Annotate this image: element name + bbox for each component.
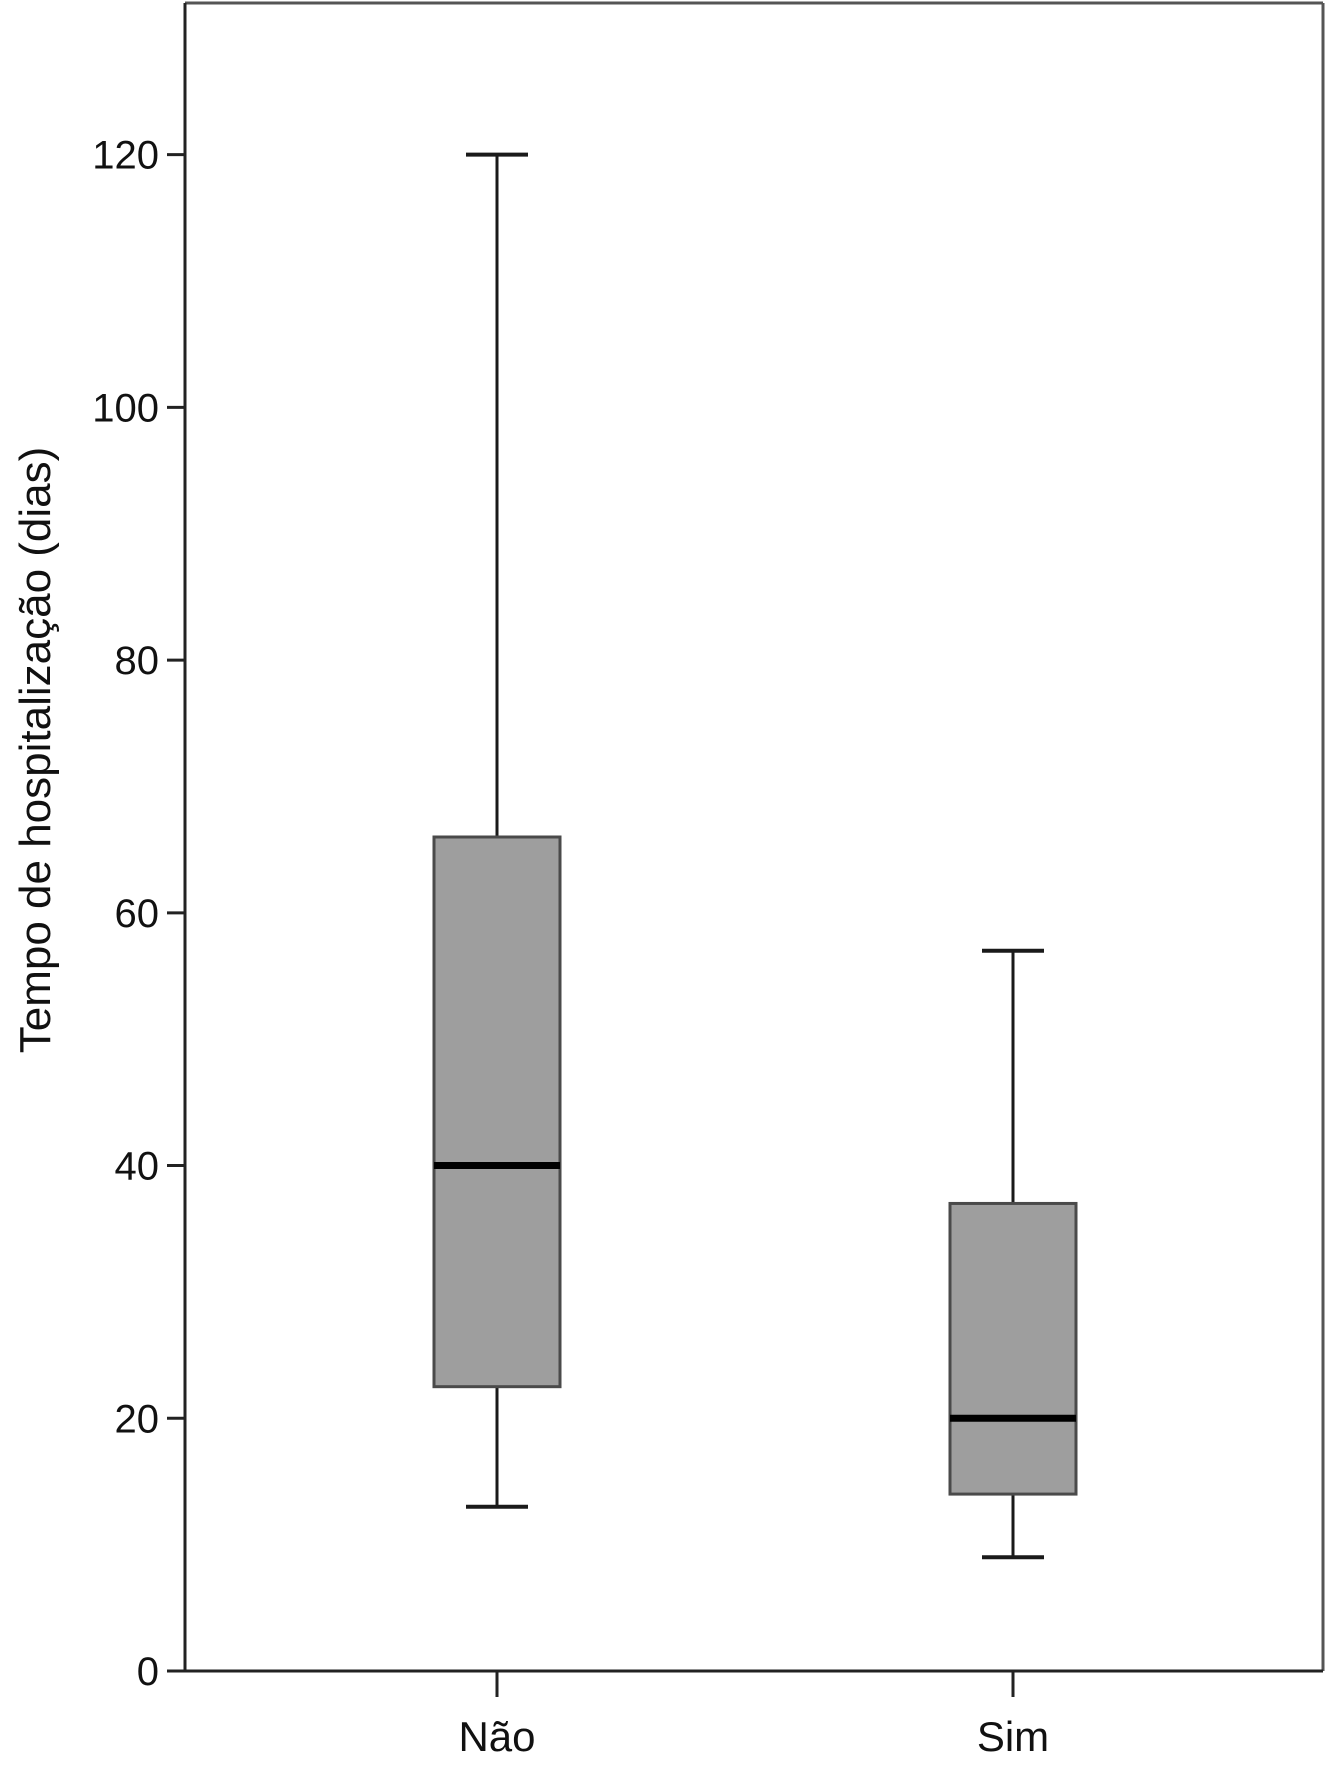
x-category-label: Não	[458, 1713, 535, 1760]
axes-layer: 0 20 40 60 80 100 120 Não Sim	[92, 3, 1323, 1760]
y-axis-title: Tempo de hospitalização (dias)	[11, 447, 60, 1054]
iqr-box	[432, 835, 562, 1389]
y-tick-label: 40	[115, 1145, 160, 1189]
box-group	[432, 152, 562, 1509]
y-tick-label: 0	[137, 1650, 159, 1694]
y-tick-label: 80	[115, 639, 160, 683]
y-tick-label: 120	[92, 134, 159, 178]
boxes-layer	[432, 152, 1078, 1560]
iqr-box	[948, 1201, 1078, 1496]
x-category-label: Sim	[977, 1713, 1049, 1760]
box-group	[948, 948, 1078, 1560]
y-tick-label: 60	[115, 892, 160, 936]
y-tick-label: 20	[115, 1397, 160, 1441]
y-tick-label: 100	[92, 386, 159, 430]
plot-frame-layer	[185, 1, 1325, 1671]
